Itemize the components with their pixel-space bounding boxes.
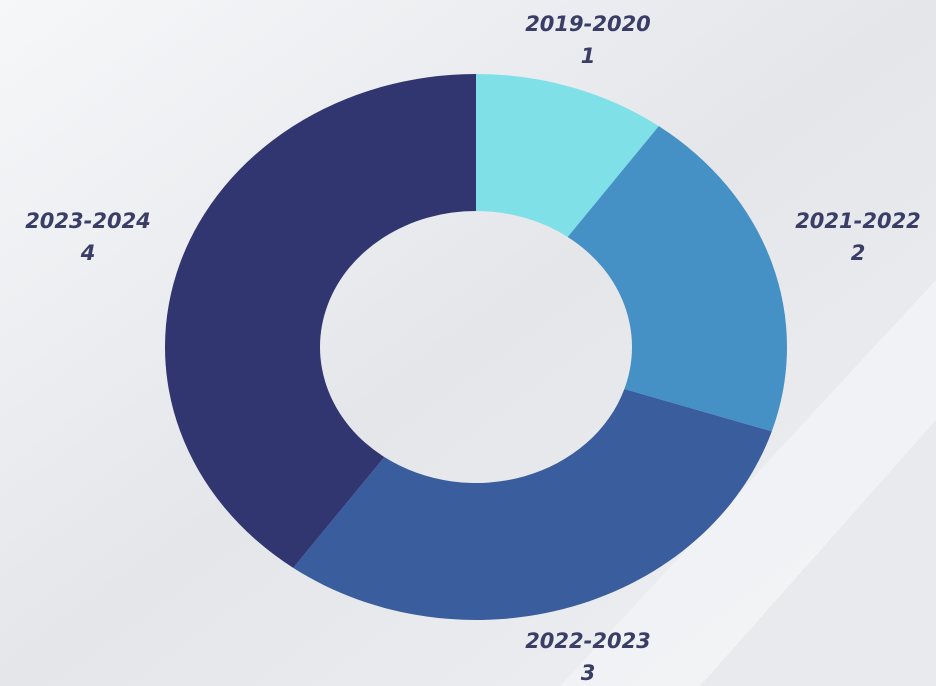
- slice-label: 2019-2020: [525, 12, 651, 36]
- slice-value: 3: [581, 661, 596, 685]
- slice-label: 2022-2023: [525, 629, 651, 653]
- donut-slice: [567, 126, 787, 432]
- donut-slice: [476, 74, 659, 237]
- donut-slice: [164, 74, 476, 568]
- slice-label: 2021-2022: [795, 209, 921, 233]
- slice-value: 1: [581, 44, 596, 68]
- slice-value: 2: [851, 241, 866, 265]
- background-stripe: [700, 420, 936, 686]
- slice-label: 2023-2024: [25, 209, 151, 233]
- slice-value: 4: [80, 241, 96, 265]
- donut-slice: [293, 389, 772, 620]
